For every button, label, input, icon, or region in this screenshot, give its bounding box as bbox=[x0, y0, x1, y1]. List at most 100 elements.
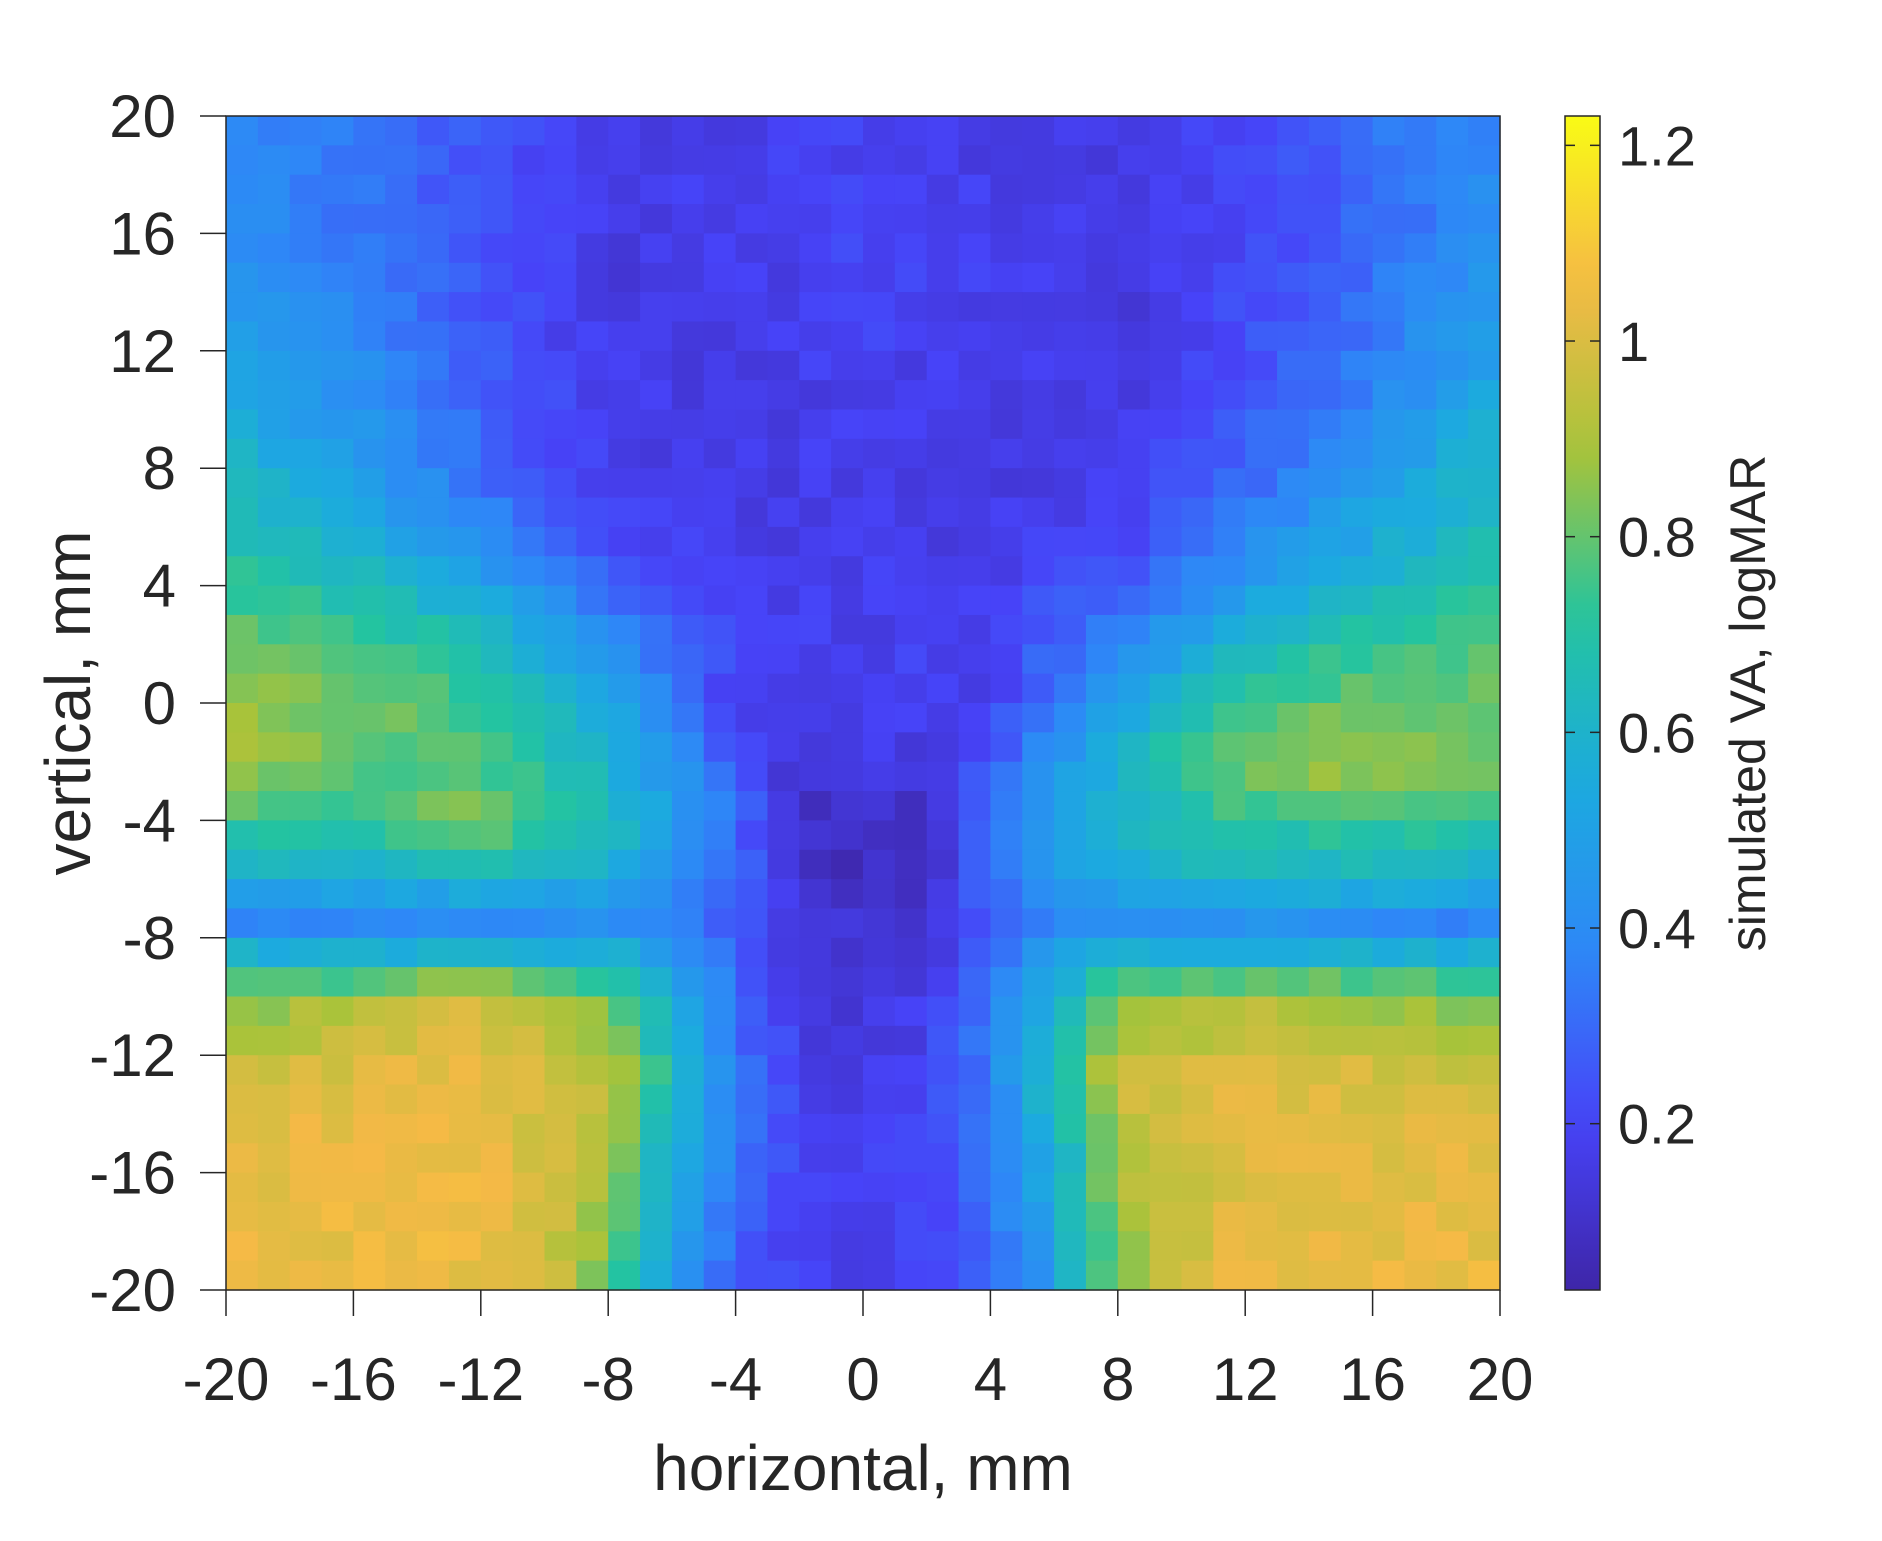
heatmap-cell bbox=[1308, 292, 1342, 323]
heatmap-cell bbox=[1022, 908, 1055, 939]
heatmap-cell bbox=[480, 585, 514, 616]
heatmap-cell bbox=[703, 1231, 737, 1262]
heatmap-cell bbox=[799, 1260, 832, 1291]
heatmap-cell bbox=[1404, 409, 1437, 440]
heatmap-cell bbox=[1149, 204, 1183, 234]
heatmap-cell bbox=[512, 585, 546, 616]
heatmap-cell bbox=[799, 116, 832, 146]
heatmap-cell bbox=[671, 350, 705, 381]
heatmap-cell bbox=[926, 556, 960, 587]
heatmap-cell bbox=[608, 673, 641, 704]
heatmap-cell bbox=[544, 292, 577, 323]
heatmap-cell bbox=[1245, 204, 1278, 234]
heatmap-cell bbox=[576, 409, 609, 440]
heatmap-cell bbox=[1085, 262, 1119, 293]
heatmap-cell bbox=[289, 409, 323, 440]
heatmap-cell bbox=[1149, 556, 1183, 587]
heatmap-cell bbox=[480, 526, 514, 557]
heatmap-cell bbox=[671, 292, 705, 323]
heatmap-cell bbox=[671, 409, 705, 440]
heatmap-cell bbox=[640, 908, 673, 939]
heatmap-cell bbox=[576, 350, 609, 381]
heatmap-cell bbox=[385, 1113, 418, 1144]
heatmap-cell bbox=[1468, 204, 1501, 234]
heatmap-cell bbox=[671, 1201, 705, 1232]
heatmap-cell bbox=[894, 262, 928, 293]
heatmap-cell bbox=[1054, 791, 1087, 821]
heatmap-cell bbox=[1436, 849, 1469, 880]
heatmap-cell bbox=[608, 350, 641, 381]
heatmap-cell bbox=[1149, 145, 1183, 176]
heatmap-cell bbox=[863, 703, 896, 733]
heatmap-cell bbox=[1277, 937, 1310, 968]
heatmap-cell bbox=[448, 703, 482, 733]
heatmap-cell bbox=[417, 1055, 450, 1086]
heatmap-cell bbox=[926, 996, 960, 1027]
heatmap-cell bbox=[671, 820, 705, 851]
heatmap-cell bbox=[894, 321, 928, 352]
heatmap-cell bbox=[1340, 879, 1374, 910]
heatmap-cell bbox=[512, 497, 546, 528]
heatmap-cell bbox=[1022, 585, 1055, 616]
heatmap-cell bbox=[1468, 262, 1501, 293]
heatmap-cell bbox=[1468, 409, 1501, 440]
heatmap-cell bbox=[385, 468, 418, 499]
heatmap-cell bbox=[353, 1172, 386, 1203]
heatmap-cell bbox=[226, 556, 259, 587]
heatmap-cell bbox=[990, 116, 1023, 146]
heatmap-cell bbox=[1436, 1260, 1469, 1291]
heatmap-cell bbox=[1404, 174, 1437, 205]
heatmap-cell bbox=[1372, 967, 1406, 998]
heatmap-cell bbox=[671, 1143, 705, 1174]
heatmap-cell bbox=[1468, 673, 1501, 704]
heatmap-cell bbox=[257, 116, 291, 146]
heatmap-cell bbox=[226, 908, 259, 939]
heatmap-cell bbox=[1054, 644, 1087, 675]
heatmap-cell bbox=[703, 292, 737, 323]
heatmap-cell bbox=[226, 732, 259, 763]
heatmap-cell bbox=[417, 145, 450, 176]
heatmap-cell bbox=[226, 761, 259, 792]
heatmap-cell bbox=[1245, 1055, 1278, 1086]
heatmap-cell bbox=[321, 262, 354, 293]
heatmap-cell bbox=[226, 820, 259, 851]
heatmap-cell bbox=[385, 145, 418, 176]
heatmap-cell bbox=[512, 233, 546, 264]
heatmap-cell bbox=[544, 497, 577, 528]
heatmap-cell bbox=[1213, 409, 1246, 440]
heatmap-cell bbox=[257, 380, 291, 411]
heatmap-cell bbox=[926, 585, 960, 616]
heatmap-cell bbox=[1468, 703, 1501, 733]
heatmap-cell bbox=[1277, 526, 1310, 557]
heatmap-cell bbox=[257, 1084, 291, 1115]
heatmap-cell bbox=[1117, 350, 1151, 381]
heatmap-cell bbox=[1245, 849, 1278, 880]
heatmap-cell bbox=[894, 732, 928, 763]
heatmap-cell bbox=[385, 967, 418, 998]
heatmap-cell bbox=[1022, 937, 1055, 968]
heatmap-cell bbox=[1054, 1143, 1087, 1174]
heatmap-cell bbox=[1085, 468, 1119, 499]
heatmap-cell bbox=[226, 644, 259, 675]
heatmap-cell bbox=[321, 1084, 354, 1115]
heatmap-cell bbox=[703, 409, 737, 440]
heatmap-cell bbox=[1213, 526, 1246, 557]
heatmap-cell bbox=[799, 292, 832, 323]
heatmap-cell bbox=[1308, 1084, 1342, 1115]
heatmap-cell bbox=[1308, 1201, 1342, 1232]
heatmap-cell bbox=[321, 556, 354, 587]
heatmap-cell bbox=[417, 497, 450, 528]
heatmap-cell bbox=[480, 820, 514, 851]
heatmap-cell bbox=[448, 644, 482, 675]
heatmap-cell bbox=[1372, 879, 1406, 910]
heatmap-cell bbox=[767, 703, 800, 733]
heatmap-cell bbox=[321, 145, 354, 176]
heatmap-cell bbox=[703, 1201, 737, 1232]
heatmap-cell bbox=[1149, 673, 1183, 704]
heatmap-cell bbox=[1245, 937, 1278, 968]
heatmap-cell bbox=[289, 1025, 323, 1056]
heatmap-cell bbox=[448, 145, 482, 176]
heatmap-cell bbox=[958, 204, 991, 234]
heatmap-cell bbox=[512, 292, 546, 323]
heatmap-cell bbox=[1181, 409, 1214, 440]
